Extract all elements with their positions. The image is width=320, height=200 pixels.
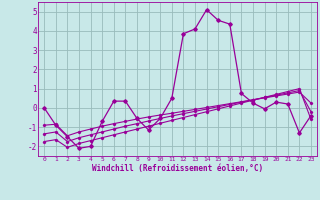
- X-axis label: Windchill (Refroidissement éolien,°C): Windchill (Refroidissement éolien,°C): [92, 164, 263, 173]
